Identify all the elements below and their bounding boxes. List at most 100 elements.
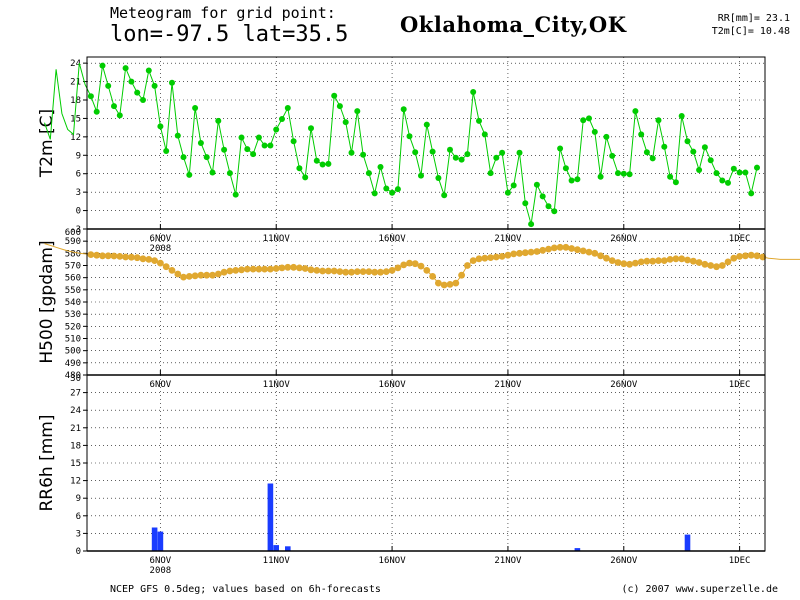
- h500-point: [197, 271, 205, 279]
- t2m-point: [186, 171, 193, 178]
- h500-point: [365, 268, 373, 275]
- t2m-point: [603, 133, 610, 140]
- h500-point: [660, 257, 668, 264]
- t2m-point: [87, 93, 94, 100]
- rr-bar: [574, 548, 581, 551]
- t2m-xtick-label: 11NOV: [263, 234, 291, 244]
- h500-point: [539, 246, 547, 254]
- h500-point: [423, 267, 431, 274]
- t2m-point: [365, 170, 372, 177]
- t2m-xtick-label: 16NOV: [379, 234, 407, 244]
- t2m-point: [412, 149, 419, 156]
- h500-point: [382, 268, 390, 275]
- t2m-ytick-label: 18: [70, 96, 81, 106]
- h500-point: [122, 253, 129, 261]
- t2m-point: [255, 134, 262, 141]
- h500-point: [672, 255, 680, 263]
- t2m-point: [273, 126, 280, 133]
- h500-point: [429, 273, 436, 280]
- h500-xtick-label: 21NOV: [494, 380, 522, 390]
- h500-point: [342, 268, 350, 276]
- t2m-point: [510, 182, 517, 189]
- rr-ytick-label: 9: [76, 494, 81, 504]
- t2m-point: [331, 92, 338, 99]
- t2m-point: [696, 167, 703, 173]
- h500-ytick-label: 540: [65, 298, 81, 308]
- t2m-point: [441, 192, 448, 199]
- t2m-point: [325, 160, 332, 167]
- t2m-point: [754, 164, 760, 171]
- t2m-point: [429, 148, 436, 155]
- h500-point: [249, 265, 257, 273]
- t2m-ytick-label: 15: [70, 114, 81, 124]
- t2m-point: [643, 149, 650, 156]
- h500-ytick-label: 600: [65, 228, 81, 238]
- t2m-point: [336, 103, 343, 110]
- t2m-point: [122, 65, 129, 72]
- t2m-ytick-label: 21: [70, 78, 81, 88]
- t2m-point: [586, 115, 592, 122]
- t2m-point: [116, 112, 123, 119]
- t2m-point: [522, 200, 529, 207]
- h500-point: [359, 268, 367, 275]
- summary-t2m: T2m[C]= 10.48: [711, 26, 790, 37]
- h500-point: [603, 254, 610, 262]
- h500-point: [353, 268, 361, 275]
- t2m-point: [203, 154, 210, 161]
- t2m-ytick-label: 3: [76, 188, 81, 198]
- rr-bar: [157, 531, 164, 551]
- h500-point: [510, 250, 518, 258]
- h500-point: [220, 268, 228, 276]
- footer-credit: (c) 2007 www.superzelle.de: [621, 584, 778, 595]
- h500-point: [284, 263, 292, 271]
- t2m-point: [730, 165, 737, 172]
- h500-point: [278, 264, 286, 272]
- h500-point: [730, 254, 738, 262]
- rr-year-label: 2008: [150, 566, 172, 576]
- t2m-point: [209, 169, 216, 176]
- t2m-ytick-label: 24: [70, 59, 81, 69]
- h500-xtick-label: 26NOV: [610, 380, 638, 390]
- t2m-point: [394, 186, 401, 193]
- rr-xtick-label: 16NOV: [379, 556, 407, 566]
- t2m-point: [487, 170, 494, 177]
- rr-ytick-label: 30: [70, 374, 81, 384]
- h500-point: [411, 260, 419, 268]
- h500-ytick-label: 490: [65, 359, 81, 369]
- rr-ytick-label: 27: [70, 389, 81, 399]
- rr-bar: [273, 545, 279, 551]
- t2m-point: [261, 142, 268, 149]
- t2m-point: [192, 105, 199, 111]
- t2m-point: [539, 193, 546, 200]
- t2m-point: [238, 134, 245, 141]
- t2m-point: [481, 131, 488, 138]
- h500-point: [574, 246, 581, 254]
- t2m-point: [400, 106, 407, 113]
- h500-point: [133, 254, 141, 262]
- t2m-point: [354, 108, 361, 115]
- h500-point: [267, 265, 274, 273]
- h500-point: [562, 243, 570, 251]
- t2m-point: [128, 78, 135, 85]
- h500-point: [469, 257, 477, 264]
- h500-point: [614, 259, 622, 266]
- location-title: Oklahoma_City,OK: [400, 12, 627, 37]
- t2m-point: [452, 154, 459, 161]
- h500-point: [759, 253, 767, 261]
- t2m-ylabel: T2m [C]: [37, 109, 57, 178]
- t2m-point: [649, 155, 656, 162]
- h500-point: [99, 252, 106, 260]
- t2m-point: [476, 117, 482, 124]
- t2m-point: [626, 171, 633, 178]
- h500-point: [718, 262, 726, 269]
- t2m-point: [447, 146, 453, 153]
- t2m-point: [690, 148, 697, 155]
- h500-point: [394, 264, 402, 272]
- t2m-point: [151, 82, 158, 89]
- h500-point: [487, 254, 494, 261]
- t2m-point: [464, 151, 471, 158]
- t2m-point: [134, 89, 141, 96]
- t2m-point: [169, 79, 175, 86]
- h500-point: [585, 248, 593, 256]
- h500-point: [226, 267, 234, 275]
